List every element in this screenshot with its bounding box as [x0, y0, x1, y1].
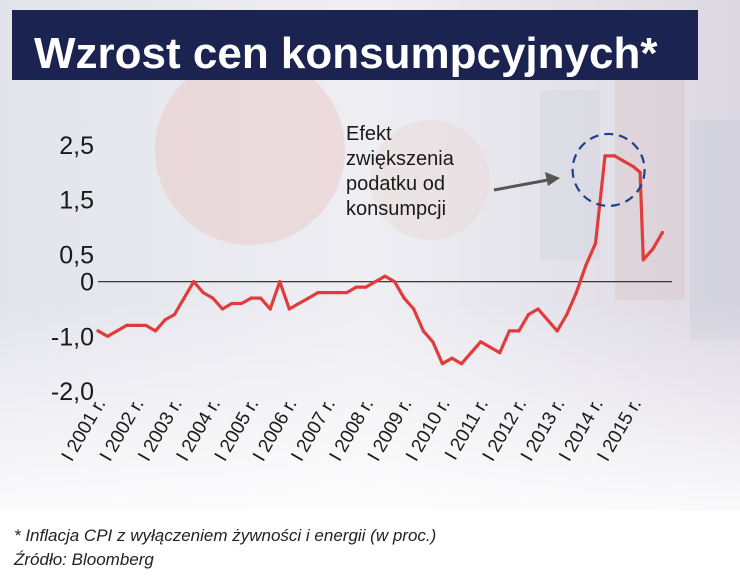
data-point-0-59 [651, 247, 655, 251]
series-group [96, 154, 665, 366]
y-tick-label-2: 0,5 [59, 241, 94, 269]
data-point-0-40 [479, 340, 483, 344]
data-point-0-57 [638, 170, 642, 174]
y-tick-label-1: 1,5 [59, 187, 94, 215]
annotation-text-line-2: podatku od [346, 173, 445, 195]
data-point-0-28 [364, 285, 368, 289]
y-tick-label-3: 0 [80, 269, 94, 297]
data-point-0-54 [613, 154, 617, 158]
data-point-0-16 [249, 296, 253, 300]
title-banner: Wzrost cen konsumpcyjnych* [12, 10, 698, 80]
data-point-0-36 [440, 362, 444, 366]
data-point-0-41 [488, 345, 492, 349]
data-point-0-11 [201, 291, 205, 295]
data-point-0-58 [641, 258, 645, 262]
data-point-0-27 [354, 285, 358, 289]
background-photo [0, 0, 740, 510]
data-point-0-35 [431, 340, 435, 344]
annotation-arrow-head [545, 172, 560, 186]
source-text: Źródło: Bloomberg [14, 550, 154, 569]
data-point-0-22 [306, 296, 311, 300]
data-point-0-44 [517, 329, 521, 333]
data-point-0-7 [163, 318, 167, 322]
data-point-0-34 [421, 329, 425, 333]
data-point-0-4 [134, 323, 138, 327]
data-point-0-30 [383, 274, 387, 278]
data-point-0-12 [211, 296, 215, 300]
data-point-0-13 [220, 307, 224, 311]
data-point-0-42 [498, 351, 502, 355]
data-point-0-25 [335, 291, 339, 295]
data-point-0-56 [632, 165, 636, 169]
data-point-0-6 [153, 329, 157, 333]
data-point-0-50 [574, 291, 578, 295]
data-point-0-51 [584, 263, 588, 267]
data-point-0-55 [622, 159, 626, 163]
data-point-0-53 [603, 154, 607, 158]
data-point-0-2 [115, 329, 119, 333]
data-point-0-24 [326, 291, 330, 295]
y-axis: 2,5 1,5 0,50 -1,0 -2,0 [51, 132, 94, 406]
data-point-0-19 [278, 280, 282, 284]
data-point-0-43 [507, 329, 511, 333]
data-point-0-1 [106, 334, 110, 338]
data-point-0-21 [297, 301, 301, 306]
data-point-0-5 [144, 323, 148, 327]
data-point-0-60 [660, 230, 665, 235]
data-point-0-31 [393, 280, 397, 284]
data-point-0-20 [287, 307, 291, 311]
data-point-0-17 [259, 296, 263, 300]
data-point-0-52 [593, 241, 598, 245]
data-point-0-0 [96, 329, 100, 333]
data-point-0-8 [172, 312, 177, 317]
x-axis: I 2001 r.I 2002 r.I 2003 r.I 2004 r.I 20… [58, 395, 646, 465]
chart-title: Wzrost cen konsumpcyjnych* [34, 29, 658, 78]
annotation-text-line-0: Efekt [346, 123, 392, 145]
data-point-0-10 [192, 280, 196, 284]
footnote-text: * Inflacja CPI z wyłączeniem żywności i … [14, 526, 437, 545]
data-point-0-45 [526, 312, 531, 317]
annotation-text-line-1: zwiększenia [346, 148, 455, 170]
data-point-0-14 [230, 301, 234, 306]
data-point-0-18 [268, 307, 272, 311]
data-point-0-15 [239, 301, 244, 306]
annotation-text-line-3: konsumpcji [346, 198, 446, 220]
y-tick-label-5: -2,0 [51, 378, 94, 406]
data-point-0-46 [536, 307, 540, 311]
data-point-0-48 [555, 329, 559, 333]
data-point-0-9 [182, 296, 186, 300]
data-point-0-49 [565, 312, 569, 317]
y-tick-label-0: 2,5 [59, 132, 94, 160]
data-point-0-33 [412, 307, 416, 311]
data-point-0-37 [450, 356, 454, 360]
data-point-0-47 [546, 318, 550, 322]
data-point-0-32 [402, 296, 406, 300]
annotation-group: Efekt zwiększenia podatku od konsumpcji [346, 123, 646, 220]
annotation-arrow-shaft [493, 178, 549, 192]
data-point-0-38 [459, 362, 464, 366]
footnote-block: * Inflacja CPI z wyłączeniem żywności i … [14, 524, 734, 572]
line-chart: 2,5 1,5 0,50 -1,0 -2,0 Efekt zwiększenia podat… [51, 123, 672, 465]
data-point-0-39 [469, 351, 473, 355]
data-point-0-23 [316, 291, 320, 295]
data-point-0-3 [125, 323, 129, 327]
annotation-circle [571, 132, 646, 208]
data-point-0-26 [345, 291, 349, 295]
y-tick-label-4: -1,0 [51, 323, 94, 351]
data-point-0-29 [373, 280, 377, 284]
